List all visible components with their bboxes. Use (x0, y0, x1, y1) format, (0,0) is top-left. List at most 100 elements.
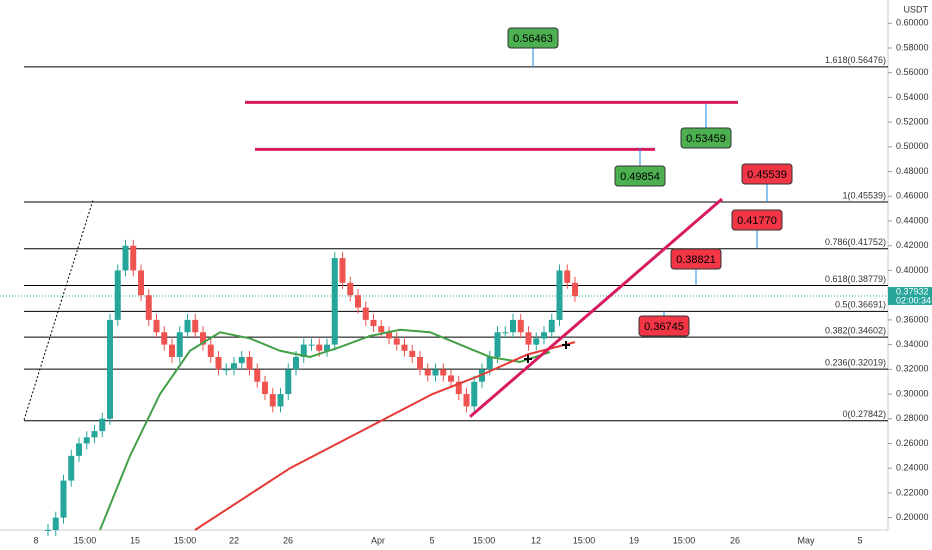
candle (262, 381, 268, 395)
candle (285, 369, 292, 395)
candle (308, 344, 315, 346)
y-tick-label: 0.28000 (896, 413, 929, 423)
target-label: 0.53459 (686, 133, 726, 145)
y-tick-label: 0.30000 (896, 388, 929, 398)
candle (45, 530, 51, 531)
x-tick-label: 5 (857, 535, 862, 545)
candle (324, 344, 330, 351)
candle (525, 332, 532, 345)
candle (541, 332, 547, 339)
candle (564, 270, 571, 283)
candle (440, 369, 447, 376)
y-tick-label: 0.20000 (896, 512, 929, 522)
candle (417, 356, 423, 370)
y-tick-label: 0.52000 (896, 117, 929, 127)
y-tick-label: 0.24000 (896, 463, 929, 473)
candle (231, 363, 237, 370)
last-price-label: 0.37932 (896, 286, 929, 296)
fib-label: 0.786(0.41752) (825, 237, 886, 247)
y-tick-label: 0.36000 (896, 314, 929, 324)
target-box (680, 127, 732, 149)
candle (331, 258, 338, 345)
candle (200, 332, 206, 345)
y-tick-label: 0.56000 (896, 67, 929, 77)
candle (107, 319, 113, 419)
currency: USDT (904, 4, 929, 14)
candle (393, 338, 400, 345)
target-label: 0.49854 (620, 171, 660, 183)
cross (562, 341, 570, 349)
candle (572, 282, 578, 297)
target-label: 0.36745 (644, 321, 684, 333)
candle (455, 381, 462, 395)
candle (316, 344, 323, 351)
y-tick-label: 0.42000 (896, 240, 929, 250)
ma-fast (99, 328, 551, 531)
y-tick-label: 0.44000 (896, 215, 929, 225)
candle (362, 307, 369, 320)
candle (68, 455, 75, 481)
trendline (469, 197, 723, 418)
x-tick-label: 19 (629, 535, 639, 545)
x-tick-label: 22 (229, 535, 239, 545)
candle (52, 517, 59, 530)
candle (207, 344, 214, 357)
candle (176, 332, 183, 357)
y-tick-label: 0.40000 (896, 265, 929, 275)
target-label: 0.56463 (513, 33, 553, 45)
candle (339, 258, 346, 283)
candle (448, 375, 454, 382)
candle (533, 338, 540, 345)
fib-label: 1(0.45539) (842, 190, 886, 200)
target-box (638, 315, 690, 337)
target-box (741, 163, 793, 185)
candle (347, 282, 354, 296)
target-label: 0.45539 (747, 169, 787, 181)
y-tick-label: 0.22000 (896, 487, 929, 497)
x-tick-label: 15:00 (673, 535, 696, 545)
candle (424, 369, 431, 376)
last-price-box (888, 287, 932, 306)
ma-slow (194, 341, 576, 531)
target-box (614, 165, 666, 187)
candle (386, 332, 392, 339)
candle (114, 270, 121, 320)
candle (184, 319, 191, 333)
candle (300, 344, 307, 357)
candle (215, 356, 222, 370)
candle (122, 245, 129, 271)
countdown: 02:00:34 (896, 295, 931, 305)
y-tick-label: 0.32000 (896, 364, 929, 374)
target-label: 0.41770 (737, 215, 777, 227)
x-tick-label: May (797, 535, 815, 545)
candle (130, 245, 137, 271)
fib-label: 0(0.27842) (842, 409, 886, 419)
x-tick-label: 15 (130, 535, 140, 545)
y-tick-label: 0.60000 (896, 18, 929, 28)
candle (510, 319, 516, 333)
candle (517, 319, 524, 333)
candle (91, 431, 98, 438)
x-tick-label: 15:00 (174, 535, 197, 545)
candle (293, 356, 299, 370)
candle (494, 332, 501, 357)
x-tick-label: 5 (429, 535, 434, 545)
y-tick-label: 0.26000 (896, 438, 929, 448)
x-tick-label: 15:00 (473, 535, 496, 545)
target-box (507, 27, 559, 49)
candle (60, 480, 67, 518)
fib-label: 0.382(0.34602) (825, 326, 886, 336)
candle (76, 443, 82, 456)
cross (524, 355, 532, 363)
candle (192, 319, 199, 333)
target-box (670, 248, 722, 270)
candle (548, 319, 555, 333)
candle (254, 369, 261, 382)
candle (138, 270, 144, 296)
x-tick-label: 26 (283, 535, 293, 545)
candle (269, 394, 276, 407)
y-tick-label: 0.50000 (896, 141, 929, 151)
candle (378, 326, 385, 333)
candle (409, 350, 416, 357)
x-tick-label: 8 (33, 535, 38, 545)
